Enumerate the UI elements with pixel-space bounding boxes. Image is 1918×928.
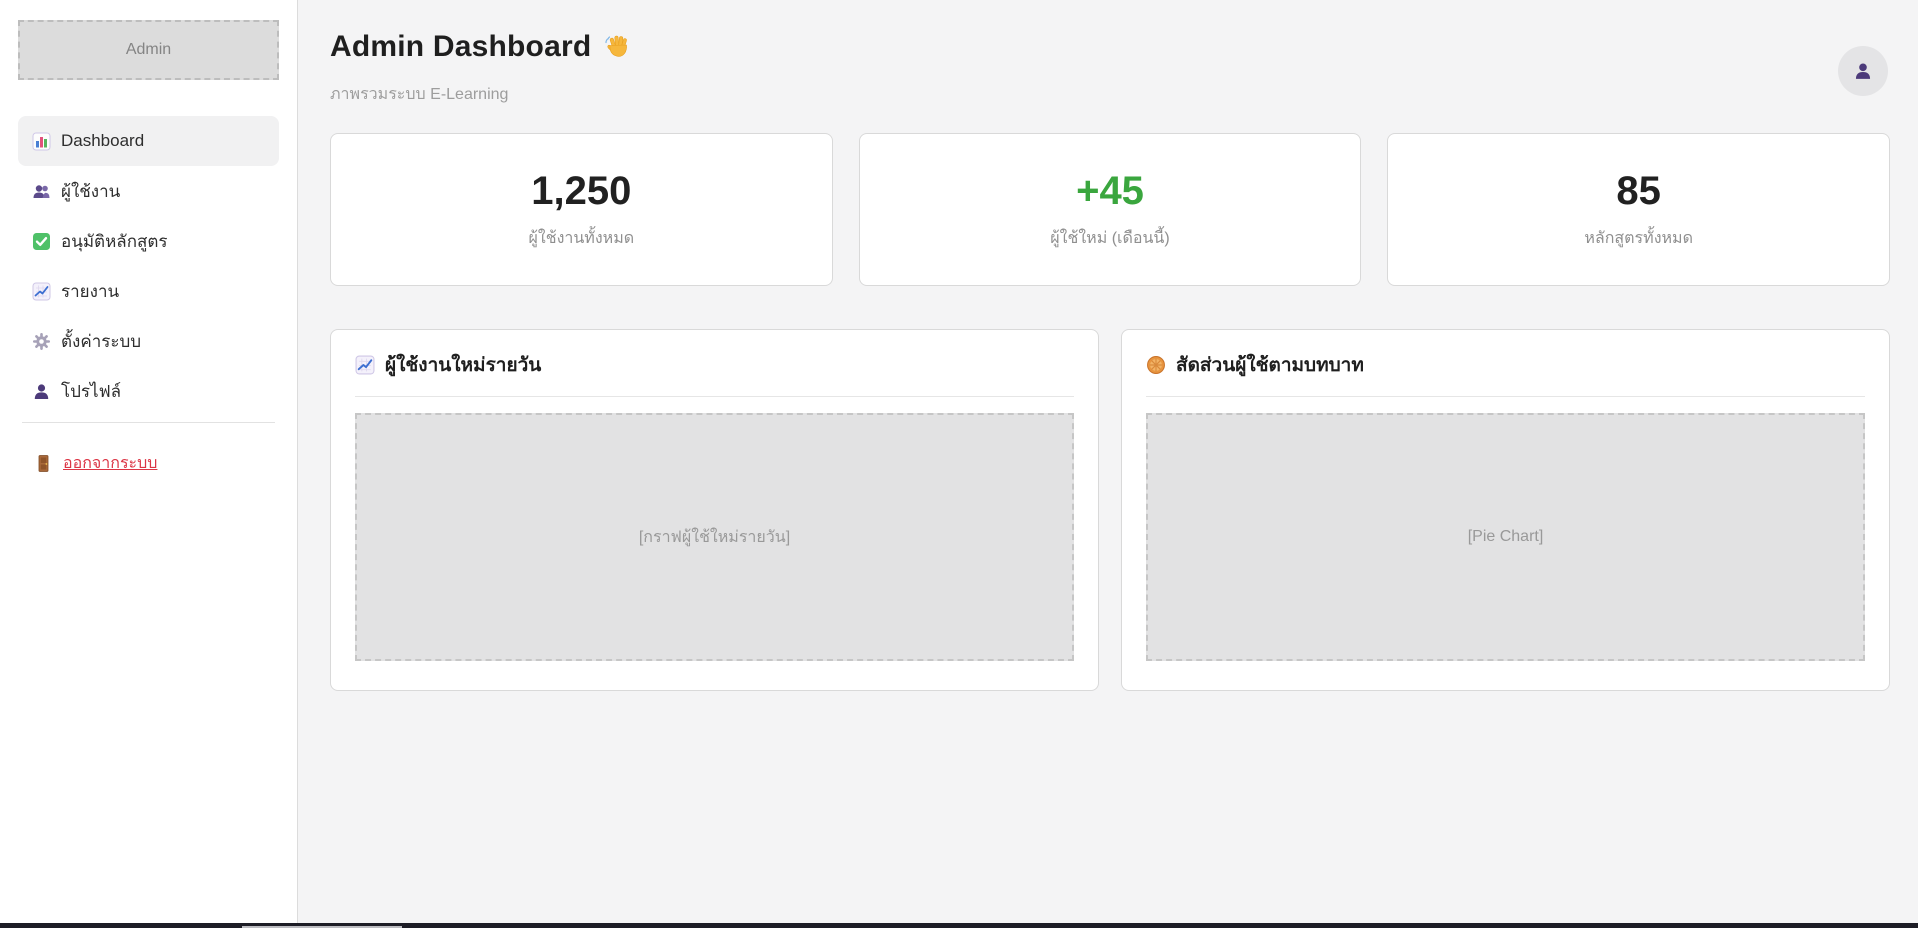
panel-header: สัดส่วนผู้ใช้ตามบทบาท xyxy=(1146,350,1865,397)
pie-icon xyxy=(1146,355,1166,375)
placeholder-text: [Pie Chart] xyxy=(1467,528,1544,545)
panel-header: ผู้ใช้งานใหม่รายวัน xyxy=(355,350,1074,397)
charts-row: ผู้ใช้งานใหม่รายวัน [กราฟผู้ใช้ใหม่รายวั… xyxy=(330,329,1890,691)
person-icon xyxy=(32,382,51,401)
sidebar-item-label: โปรไฟล์ xyxy=(61,381,122,401)
stat-value: 85 xyxy=(1616,168,1661,213)
stat-label: ผู้ใช้งานทั้งหมด xyxy=(528,229,635,247)
sidebar-item-dashboard[interactable]: Dashboard xyxy=(18,116,279,166)
bar-chart-icon xyxy=(32,132,51,151)
brand-label: Admin xyxy=(125,41,172,58)
waving-hand-icon xyxy=(603,32,633,62)
sidebar-item-label: รายงาน xyxy=(61,281,120,301)
panel-title: สัดส่วนผู้ใช้ตามบทบาท xyxy=(1176,355,1364,376)
sidebar-nav: Dashboard ผู้ใช้งาน อนุมัติหลักสูตร รายง… xyxy=(18,116,279,416)
brand-logo-placeholder: Admin xyxy=(18,20,279,80)
page-title: Admin Dashboard xyxy=(330,30,1890,64)
users-icon xyxy=(32,182,51,201)
panel-title: ผู้ใช้งานใหม่รายวัน xyxy=(385,355,542,376)
sidebar-item-settings[interactable]: ตั้งค่าระบบ xyxy=(18,316,279,366)
stats-row: 1,250 ผู้ใช้งานทั้งหมด +45 ผู้ใช้ใหม่ (เ… xyxy=(330,133,1891,286)
stat-label: หลักสูตรทั้งหมด xyxy=(1584,229,1693,247)
sidebar-item-approve-courses[interactable]: อนุมัติหลักสูตร xyxy=(18,216,279,266)
sidebar-item-label: ตั้งค่าระบบ xyxy=(61,331,142,351)
stat-card-total-courses: 85 หลักสูตรทั้งหมด xyxy=(1387,133,1891,286)
user-avatar-button[interactable] xyxy=(1838,46,1888,96)
stat-value: 1,250 xyxy=(531,168,632,213)
door-icon xyxy=(34,454,53,473)
panel-daily-new-users: ผู้ใช้งานใหม่รายวัน [กราฟผู้ใช้ใหม่รายวั… xyxy=(330,329,1099,691)
line-chart-icon xyxy=(32,282,51,301)
horizontal-scrollbar-thumb[interactable] xyxy=(242,926,402,928)
stat-card-new-users: +45 ผู้ใช้ใหม่ (เดือนนี้) xyxy=(858,133,1362,286)
check-icon xyxy=(32,232,51,251)
sidebar: Admin Dashboard ผู้ใช้งาน อนุมัติหลักสูต… xyxy=(0,0,298,928)
placeholder-text: [กราฟผู้ใช้ใหม่รายวัน] xyxy=(638,528,791,546)
sidebar-divider xyxy=(22,422,275,423)
page-subtitle: ภาพรวมระบบ E-Learning xyxy=(330,86,509,103)
sidebar-item-label: Dashboard xyxy=(61,131,145,150)
logout-label: ออกจากระบบ xyxy=(63,455,158,472)
main-content: Admin Dashboard ภาพรวมระบบ E-Learning 1,… xyxy=(298,0,1918,928)
logout-link[interactable]: ออกจากระบบ xyxy=(34,451,157,476)
stat-value: +45 xyxy=(1076,168,1144,213)
panel-users-by-role: สัดส่วนผู้ใช้ตามบทบาท [Pie Chart] xyxy=(1121,329,1890,691)
stat-card-total-users: 1,250 ผู้ใช้งานทั้งหมด xyxy=(330,133,833,286)
sidebar-item-label: ผู้ใช้งาน xyxy=(61,181,121,201)
person-icon xyxy=(1855,63,1871,79)
daily-users-chart-placeholder: [กราฟผู้ใช้ใหม่รายวัน] xyxy=(355,413,1074,661)
sidebar-item-label: อนุมัติหลักสูตร xyxy=(61,231,168,251)
gear-icon xyxy=(32,332,51,351)
sidebar-item-reports[interactable]: รายงาน xyxy=(18,266,279,316)
sidebar-item-profile[interactable]: โปรไฟล์ xyxy=(18,366,279,416)
line-chart-icon xyxy=(355,355,375,375)
stat-label: ผู้ใช้ใหม่ (เดือนนี้) xyxy=(1050,229,1170,247)
page-title-text: Admin Dashboard xyxy=(330,30,592,63)
sidebar-item-users[interactable]: ผู้ใช้งาน xyxy=(18,166,279,216)
pie-chart-placeholder: [Pie Chart] xyxy=(1146,413,1865,661)
bottom-edge-bar xyxy=(0,923,1918,928)
